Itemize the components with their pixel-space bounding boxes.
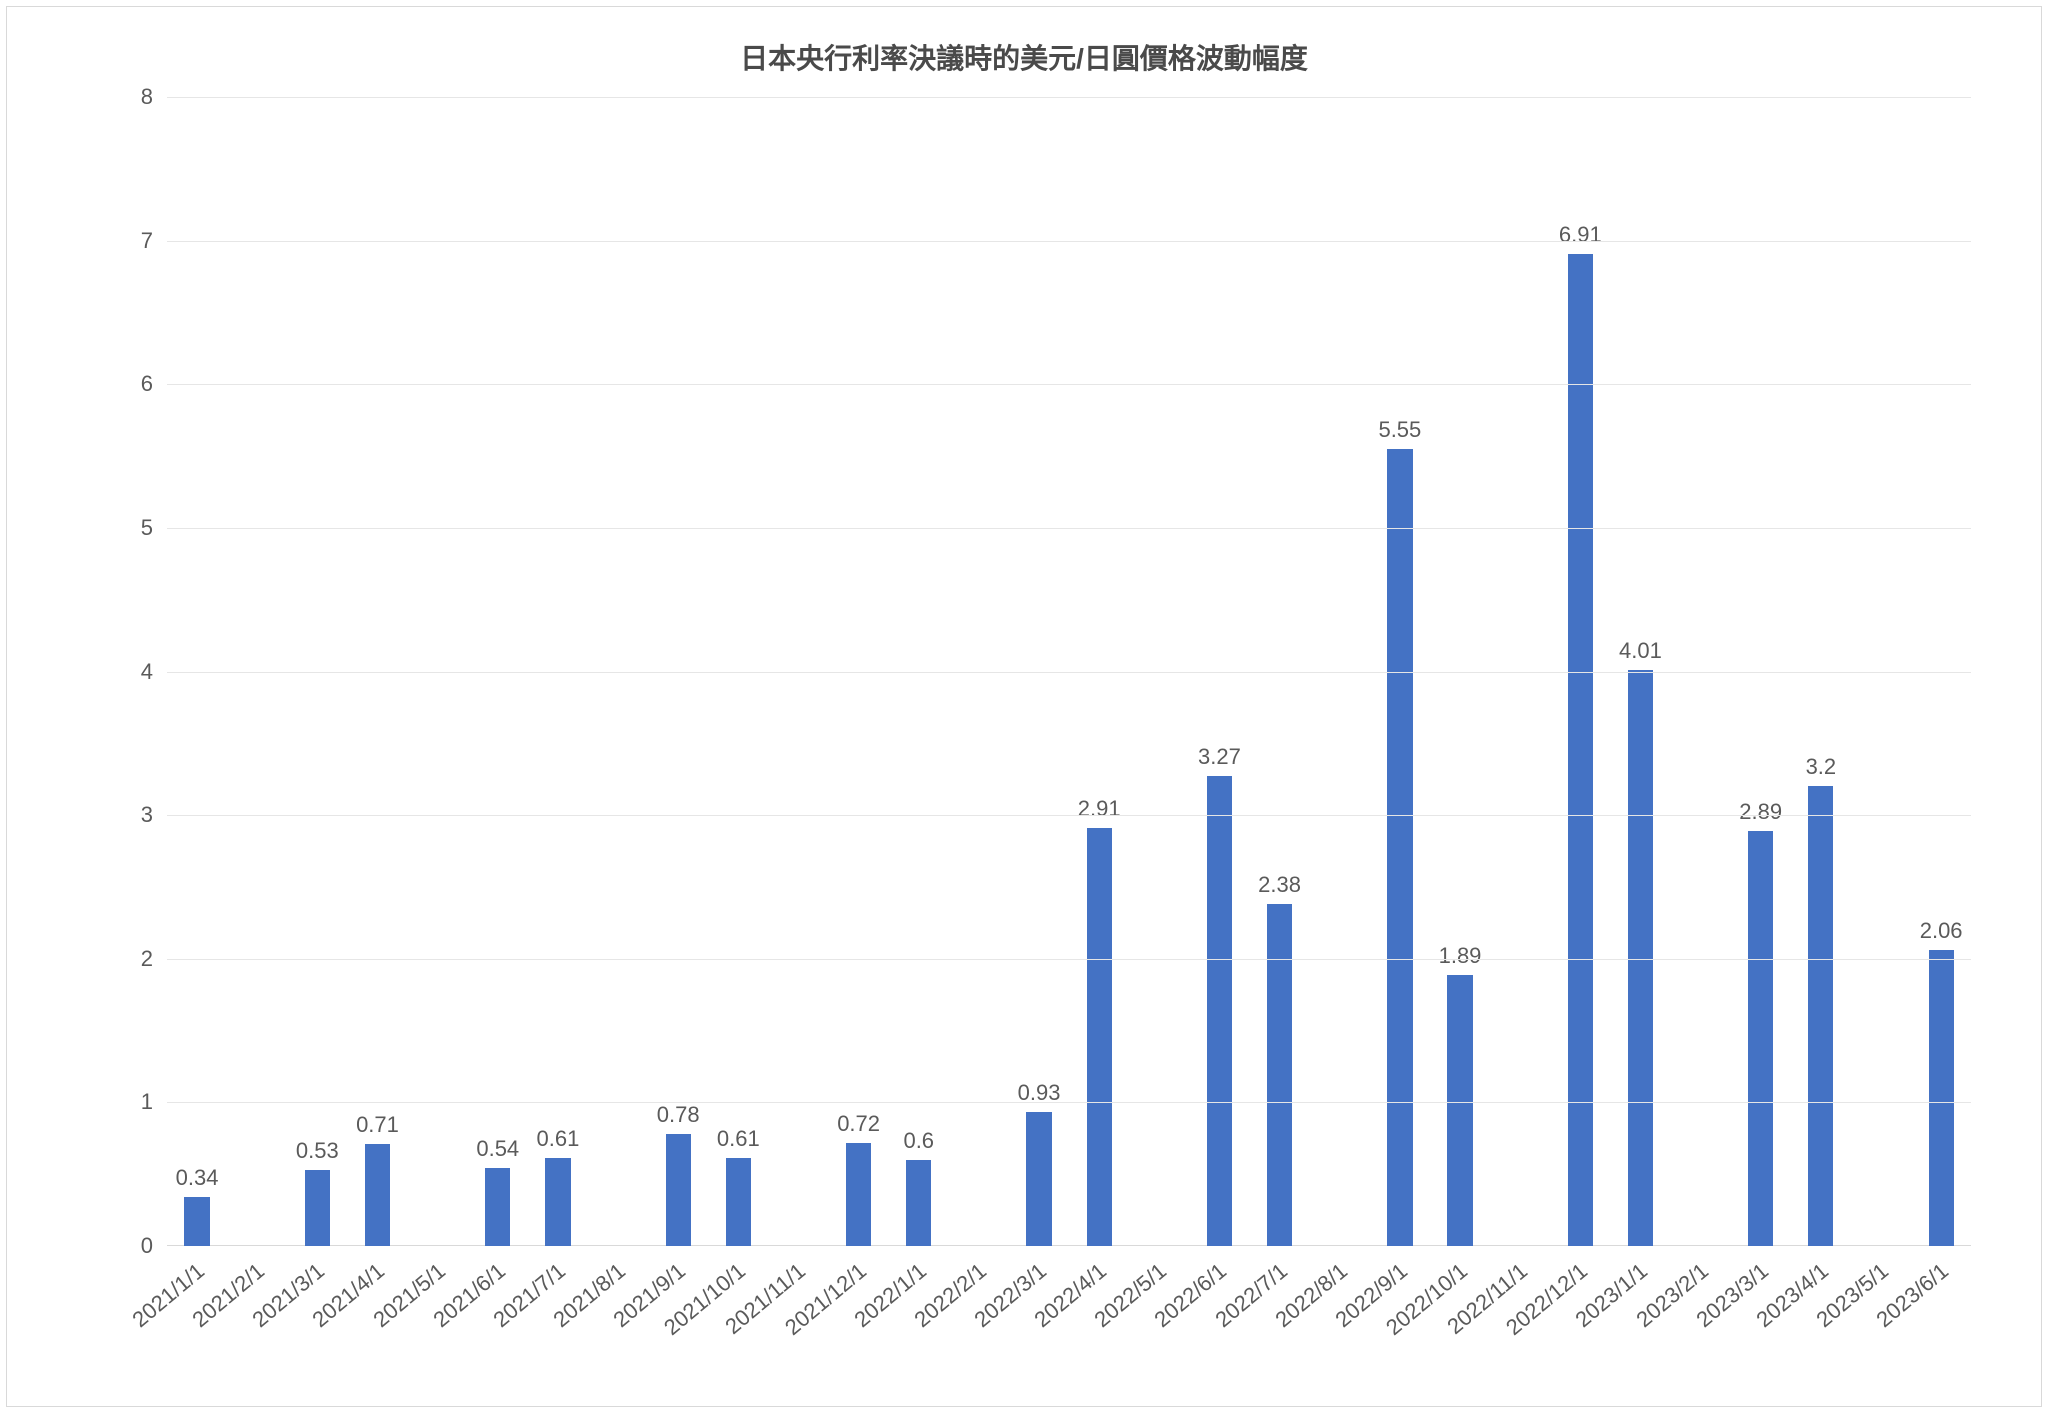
bar-value-label: 0.53 [296, 1138, 339, 1170]
bar: 3.2 [1808, 786, 1833, 1246]
gridline [167, 672, 1971, 673]
y-tick-label: 7 [141, 228, 167, 254]
bar: 6.91 [1568, 254, 1593, 1246]
bar: 0.72 [846, 1143, 871, 1246]
y-tick-label: 2 [141, 946, 167, 972]
bar: 0.34 [184, 1197, 209, 1246]
gridline [167, 1102, 1971, 1103]
bar-value-label: 5.55 [1378, 417, 1421, 449]
bar: 2.38 [1267, 904, 1292, 1246]
gridline [167, 97, 1971, 98]
bar-value-label: 3.27 [1198, 744, 1241, 776]
bar: 0.61 [545, 1158, 570, 1246]
bar-value-label: 0.93 [1018, 1080, 1061, 1112]
bar: 2.91 [1087, 828, 1112, 1246]
chart-outer: 日本央行利率決議時的美元/日圓價格波動幅度 0.342021/1/12021/2… [0, 0, 2048, 1413]
chart-frame: 日本央行利率決議時的美元/日圓價格波動幅度 0.342021/1/12021/2… [6, 6, 2042, 1407]
bar: 2.89 [1748, 831, 1773, 1246]
bar: 0.78 [666, 1134, 691, 1246]
bar-value-label: 0.61 [536, 1126, 579, 1158]
y-tick-label: 0 [141, 1233, 167, 1259]
bar: 0.54 [485, 1168, 510, 1246]
bar: 0.93 [1026, 1112, 1051, 1246]
bar: 3.27 [1207, 776, 1232, 1246]
gridline [167, 241, 1971, 242]
bar-value-label: 3.2 [1806, 754, 1837, 786]
bar: 5.55 [1387, 449, 1412, 1246]
bar-value-label: 0.6 [903, 1128, 934, 1160]
bar-value-label: 2.38 [1258, 872, 1301, 904]
bar-value-label: 6.91 [1559, 222, 1602, 254]
bar: 0.61 [726, 1158, 751, 1246]
bar: 2.06 [1929, 950, 1954, 1246]
chart-title: 日本央行利率決議時的美元/日圓價格波動幅度 [7, 7, 2041, 81]
gridline [167, 959, 1971, 960]
bar-value-label: 0.34 [176, 1165, 219, 1197]
plot-wrap: 0.342021/1/12021/2/10.532021/3/10.712021… [167, 97, 1971, 1246]
y-tick-label: 6 [141, 371, 167, 397]
gridline [167, 815, 1971, 816]
bar: 1.89 [1447, 975, 1472, 1246]
plot-area: 0.342021/1/12021/2/10.532021/3/10.712021… [167, 97, 1971, 1246]
bar-value-label: 2.91 [1078, 796, 1121, 828]
y-tick-label: 1 [141, 1089, 167, 1115]
bar-value-label: 4.01 [1619, 638, 1662, 670]
bar: 0.6 [906, 1160, 931, 1246]
bar-value-label: 0.72 [837, 1111, 880, 1143]
bar-value-label: 0.54 [476, 1136, 519, 1168]
bar: 0.71 [365, 1144, 390, 1246]
bar: 0.53 [305, 1170, 330, 1246]
bar-value-label: 0.71 [356, 1112, 399, 1144]
y-tick-label: 5 [141, 515, 167, 541]
y-tick-label: 3 [141, 802, 167, 828]
gridline [167, 384, 1971, 385]
bar-value-label: 0.61 [717, 1126, 760, 1158]
gridline [167, 528, 1971, 529]
bar-value-label: 0.78 [657, 1102, 700, 1134]
bar-value-label: 2.06 [1920, 918, 1963, 950]
y-tick-label: 8 [141, 84, 167, 110]
y-tick-label: 4 [141, 659, 167, 685]
